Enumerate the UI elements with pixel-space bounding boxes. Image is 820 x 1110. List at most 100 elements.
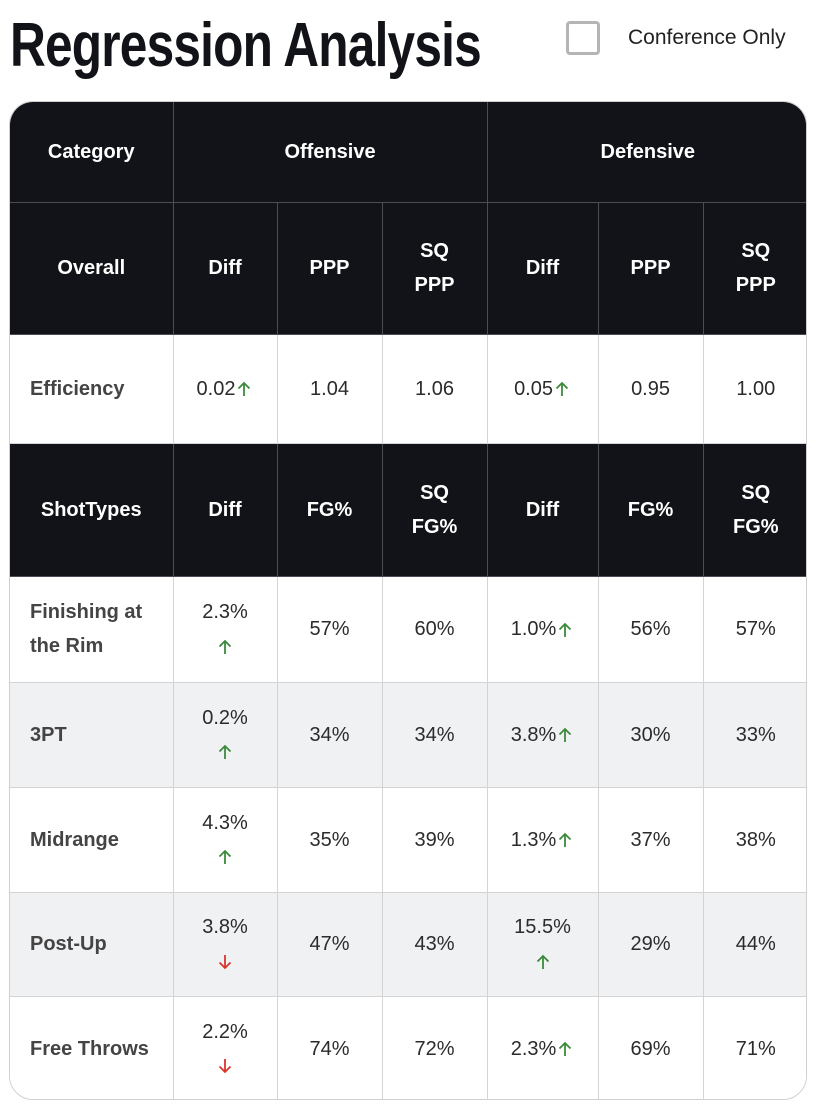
column-header: SQ PPP bbox=[381, 201, 488, 335]
data-cell: 74% bbox=[276, 995, 383, 1099]
table-container: Category Offensive Defensive Overall Diff PPP… bbox=[9, 101, 807, 1100]
data-cell: 0.02 bbox=[172, 333, 278, 444]
checkbox-label[interactable]: Conference Only bbox=[628, 26, 786, 49]
data-cell: 38% bbox=[702, 786, 806, 893]
data-cell: 0.05 bbox=[486, 333, 599, 444]
column-header: ShotTypes bbox=[10, 442, 174, 577]
trend-arrow-up bbox=[555, 381, 569, 397]
trend-arrow-up bbox=[559, 1041, 572, 1057]
cell-value: 2.2% bbox=[202, 1020, 248, 1043]
arrow-part bbox=[559, 622, 572, 630]
arrow-part bbox=[559, 832, 572, 841]
column-header: PPP bbox=[276, 201, 383, 335]
cell-value: 15.5% bbox=[514, 916, 571, 938]
conference-filter[interactable]: Conference Only bbox=[566, 18, 786, 58]
data-cell: 2.3% bbox=[172, 575, 278, 683]
data-cell: 2.3% bbox=[486, 995, 599, 1099]
cell-value: 35% bbox=[309, 828, 350, 851]
column-header: Diff bbox=[486, 201, 599, 335]
data-cell: 44% bbox=[702, 891, 806, 997]
cell-value: 0.05 bbox=[514, 377, 553, 400]
cell-value: 2.3% bbox=[202, 601, 248, 623]
trend-arrow-up bbox=[218, 849, 232, 865]
trend-arrow-up bbox=[559, 622, 572, 637]
cell-value: 33% bbox=[735, 723, 776, 746]
cell-value: 71% bbox=[735, 1037, 776, 1060]
trend-arrow-up bbox=[559, 832, 572, 848]
cell-value: 1.3% bbox=[510, 828, 557, 851]
trend-arrow-up bbox=[536, 954, 549, 969]
cell-value: 1.0% bbox=[510, 618, 557, 640]
data-cell: 33% bbox=[702, 681, 806, 788]
arrow-part bbox=[218, 639, 232, 647]
data-cell: 34% bbox=[381, 681, 488, 788]
cell-value: 1.04 bbox=[310, 377, 349, 400]
data-cell: 57% bbox=[702, 575, 806, 683]
arrow-part bbox=[218, 849, 232, 858]
column-header: FG% bbox=[597, 442, 704, 577]
cell-value: 3.8% bbox=[510, 723, 557, 746]
data-cell: 1.04 bbox=[276, 333, 383, 444]
data-cell: 0.95 bbox=[597, 333, 704, 444]
data-cell: 3.8% bbox=[172, 891, 278, 997]
cell-value: 69% bbox=[630, 1037, 671, 1060]
cell-value: 34% bbox=[309, 723, 350, 746]
cell-value: 37% bbox=[630, 828, 671, 851]
column-header: Overall bbox=[10, 201, 174, 335]
column-header: SQ FG% bbox=[381, 442, 488, 577]
cell-value: 39% bbox=[414, 828, 455, 851]
cell-value: 34% bbox=[414, 723, 455, 746]
data-cell: 1.00 bbox=[702, 333, 806, 444]
data-cell: 56% bbox=[597, 575, 704, 683]
trend-arrow-down bbox=[218, 954, 232, 969]
cell-value: 38% bbox=[735, 828, 776, 851]
trend-arrow-up bbox=[218, 639, 232, 654]
data-row: Post-Up 3.8% 47% 43% 15.5% 29% 44% bbox=[10, 891, 806, 997]
arrow-part bbox=[559, 727, 572, 736]
group-header-row: Category Offensive Defensive bbox=[10, 102, 806, 203]
arrow-part bbox=[559, 1041, 572, 1050]
cell-value: 72% bbox=[414, 1037, 455, 1060]
data-cell: 57% bbox=[276, 575, 383, 683]
group-header-cell: Defensive bbox=[486, 102, 806, 203]
column-header: FG% bbox=[276, 442, 383, 577]
data-row: Finishing at the Rim 2.3% 57% 60% 1.0% 56% 57% bbox=[10, 575, 806, 683]
cell-value: 1.00 bbox=[736, 377, 776, 400]
section-header-row: Overall Diff PPP SQ PPP Diff PPP SQ PPP bbox=[10, 201, 806, 335]
data-cell: 39% bbox=[381, 786, 488, 893]
data-row: Free Throws 2.2% 74% 72% 2.3% 69% 71% bbox=[10, 995, 806, 1099]
cell-value: 1.06 bbox=[415, 377, 454, 400]
row-label: Post-Up bbox=[10, 891, 174, 997]
arrow-part bbox=[218, 961, 232, 969]
data-cell: 60% bbox=[381, 575, 488, 683]
row-label: Free Throws bbox=[10, 995, 174, 1099]
group-header-cell: Offensive bbox=[172, 102, 488, 203]
cell-value: 56% bbox=[630, 618, 671, 640]
trend-arrow-down bbox=[218, 1059, 232, 1074]
row-label: Midrange bbox=[10, 786, 174, 893]
data-cell: 47% bbox=[276, 891, 383, 997]
arrow-part bbox=[218, 1066, 232, 1074]
trend-arrow-up bbox=[238, 381, 251, 397]
data-cell: 4.3% bbox=[172, 786, 278, 893]
data-cell: 69% bbox=[597, 995, 704, 1099]
data-cell: 43% bbox=[381, 891, 488, 997]
arrow-part bbox=[555, 381, 569, 390]
section-header-row: ShotTypes Diff FG% SQ FG% Diff FG% SQ FG% bbox=[10, 442, 806, 577]
data-cell: 35% bbox=[276, 786, 383, 893]
data-row: Midrange 4.3% 35% 39% 1.3% 37% 38% bbox=[10, 786, 806, 893]
data-cell: 30% bbox=[597, 681, 704, 788]
trend-arrow-up bbox=[218, 744, 232, 760]
data-cell: 1.3% bbox=[486, 786, 599, 893]
trend-arrow-up bbox=[559, 727, 572, 743]
cell-value: 44% bbox=[735, 933, 776, 955]
data-cell: 15.5% bbox=[486, 891, 599, 997]
checkbox[interactable] bbox=[566, 21, 600, 55]
cell-value: 29% bbox=[630, 933, 671, 955]
cell-value: 3.8% bbox=[202, 916, 248, 938]
column-header: Diff bbox=[172, 442, 278, 577]
cell-value: 0.02 bbox=[196, 377, 236, 400]
column-header: Diff bbox=[172, 201, 278, 335]
page-title: Regression Analysis bbox=[10, 11, 482, 80]
